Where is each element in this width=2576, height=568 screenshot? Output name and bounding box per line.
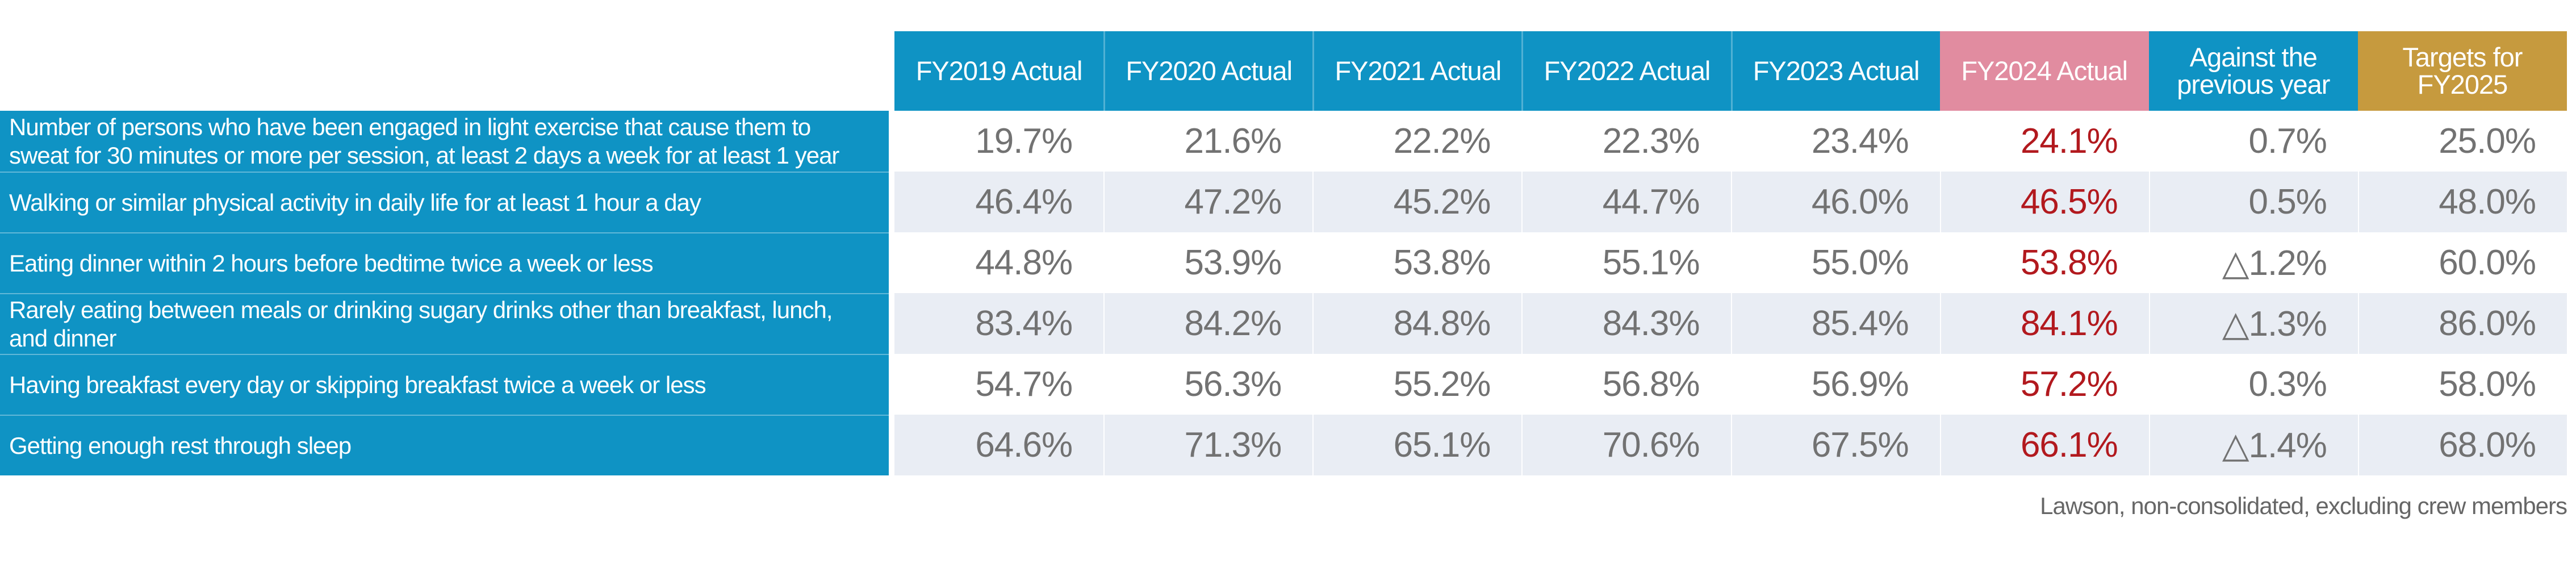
column-gap xyxy=(889,354,894,415)
value-cell: 53.8% xyxy=(1312,232,1522,293)
column-header-fy2022: FY2022 Actual xyxy=(1521,31,1731,111)
row-label-breakfast: Having breakfast every day or skipping b… xyxy=(0,354,889,415)
value-cell: 44.8% xyxy=(894,232,1104,293)
value-cell: 55.0% xyxy=(1730,232,1940,293)
value-cell: 47.2% xyxy=(1103,172,1313,232)
value-cell: 67.5% xyxy=(1730,415,1940,475)
row-label-no-snacking: Rarely eating between meals or drinking … xyxy=(0,293,889,354)
value-cell-change: △1.4% xyxy=(2148,415,2358,475)
column-header-fy2024: FY2024 Actual xyxy=(1939,31,2149,111)
column-header-fy2023: FY2023 Actual xyxy=(1730,31,1940,111)
column-gap xyxy=(889,111,894,172)
row-label-sleep: Getting enough rest through sleep xyxy=(0,415,889,475)
value-cell: 45.2% xyxy=(1312,172,1522,232)
value-cell-change: △1.2% xyxy=(2148,232,2358,293)
column-header-fy2025-targets: Targets for FY2025 xyxy=(2357,31,2567,111)
value-cell-fy2024: 66.1% xyxy=(1939,415,2149,475)
value-cell: 64.6% xyxy=(894,415,1104,475)
row-label-walking: Walking or similar physical activity in … xyxy=(0,172,889,232)
value-cell: 55.1% xyxy=(1521,232,1731,293)
column-gap xyxy=(889,172,894,232)
column-gap xyxy=(889,293,894,354)
value-cell-change: 0.3% xyxy=(2148,354,2358,415)
value-cell-fy2024: 84.1% xyxy=(1939,293,2149,354)
column-header-vs-previous-year: Against the previous year xyxy=(2148,31,2358,111)
value-cell-target: 60.0% xyxy=(2357,232,2567,293)
table-corner-spacer xyxy=(0,31,894,111)
value-cell: 53.9% xyxy=(1103,232,1313,293)
value-cell-target: 68.0% xyxy=(2357,415,2567,475)
value-cell: 84.3% xyxy=(1521,293,1731,354)
value-cell: 65.1% xyxy=(1312,415,1522,475)
value-cell: 23.4% xyxy=(1730,111,1940,172)
column-header-fy2019: FY2019 Actual xyxy=(894,31,1104,111)
value-cell: 85.4% xyxy=(1730,293,1940,354)
value-cell: 55.2% xyxy=(1312,354,1522,415)
value-cell: 22.3% xyxy=(1521,111,1731,172)
value-cell-target: 86.0% xyxy=(2357,293,2567,354)
value-cell: 54.7% xyxy=(894,354,1104,415)
value-cell: 46.0% xyxy=(1730,172,1940,232)
value-cell-change: 0.5% xyxy=(2148,172,2358,232)
value-cell: 56.8% xyxy=(1521,354,1731,415)
value-cell-fy2024: 46.5% xyxy=(1939,172,2149,232)
value-cell: 83.4% xyxy=(894,293,1104,354)
value-cell: 22.2% xyxy=(1312,111,1522,172)
row-label-light-exercise: Number of persons who have been engaged … xyxy=(0,111,889,172)
column-header-fy2020: FY2020 Actual xyxy=(1103,31,1313,111)
value-cell-fy2024: 57.2% xyxy=(1939,354,2149,415)
value-cell: 19.7% xyxy=(894,111,1104,172)
value-cell: 70.6% xyxy=(1521,415,1731,475)
column-gap xyxy=(889,415,894,475)
value-cell-change: △1.3% xyxy=(2148,293,2358,354)
value-cell: 21.6% xyxy=(1103,111,1313,172)
value-cell: 56.9% xyxy=(1730,354,1940,415)
value-cell: 84.8% xyxy=(1312,293,1522,354)
value-cell: 44.7% xyxy=(1521,172,1731,232)
data-table: FY2019 Actual FY2020 Actual FY2021 Actua… xyxy=(0,31,2567,475)
value-cell-fy2024: 53.8% xyxy=(1939,232,2149,293)
value-cell-target: 58.0% xyxy=(2357,354,2567,415)
value-cell-fy2024: 24.1% xyxy=(1939,111,2149,172)
value-cell: 46.4% xyxy=(894,172,1104,232)
value-cell: 71.3% xyxy=(1103,415,1313,475)
table-footnote: Lawson, non-consolidated, excluding crew… xyxy=(2040,492,2567,519)
column-gap xyxy=(889,232,894,293)
value-cell-change: 0.7% xyxy=(2148,111,2358,172)
column-header-fy2021: FY2021 Actual xyxy=(1312,31,1522,111)
value-cell: 84.2% xyxy=(1103,293,1313,354)
value-cell-target: 25.0% xyxy=(2357,111,2567,172)
value-cell: 56.3% xyxy=(1103,354,1313,415)
row-label-dinner-before-bedtime: Eating dinner within 2 hours before bedt… xyxy=(0,232,889,293)
value-cell-target: 48.0% xyxy=(2357,172,2567,232)
